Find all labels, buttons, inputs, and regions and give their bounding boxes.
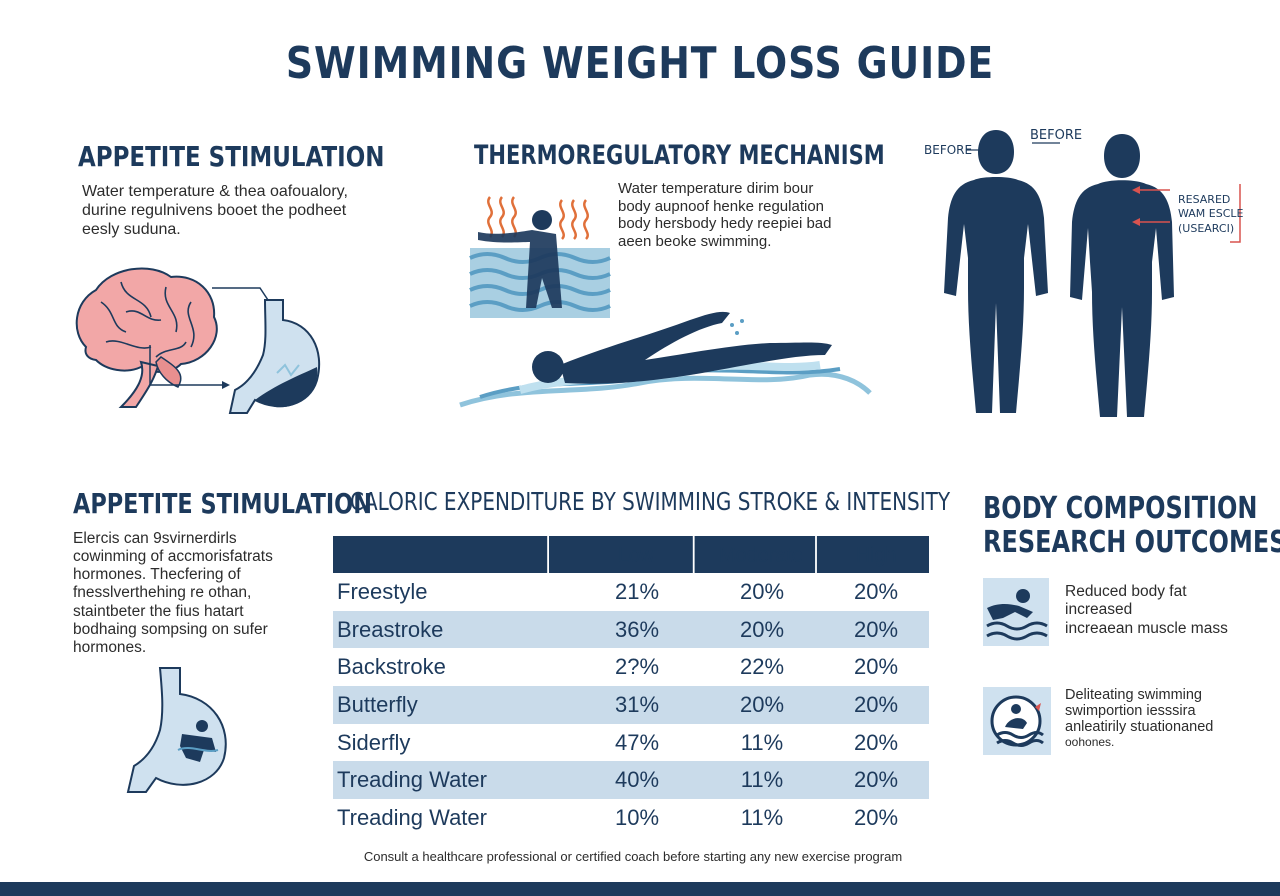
appetite-bottom-heading: APPETITE STIMULATION	[73, 487, 372, 520]
callout-line: WAM ESCLE	[1178, 207, 1244, 221]
table-cell-high: 20%	[853, 691, 899, 717]
table-cell-moderate: 20%	[739, 578, 785, 604]
table-cell-moderate: 22%	[739, 654, 785, 680]
table-header-cell: Moderate	[707, 536, 817, 573]
stomach-icon	[228, 299, 321, 414]
footnote: Consult a healthcare professional or cer…	[363, 849, 903, 864]
appetite-bottom-line: fnesslverthehing re othan,	[73, 584, 252, 602]
pointer-lines	[966, 142, 1060, 151]
appetite-bottom-text: Elercis can 9svirnerdirls cowinming of a…	[73, 530, 273, 657]
research-item1-line: Reduced body fat	[1065, 583, 1187, 600]
table-header: Low Moderate High	[333, 536, 929, 573]
table-cell-moderate: 11%	[740, 767, 784, 793]
body-silhouette-icon	[944, 130, 1048, 413]
table-row: Butterfly 31% 20% 20%	[333, 686, 929, 724]
appetite-top-line: eesly suduna.	[82, 220, 181, 238]
appetite-bottom-line: hormones. Thecfering of	[73, 566, 241, 584]
appetite-top-text: Water temperature & thea oafoualory, dur…	[82, 183, 348, 240]
table-cell-low: 31%	[614, 691, 660, 717]
table-cell-low: 47%	[614, 729, 660, 755]
footer-bar	[0, 882, 1280, 896]
thermo-line: aeen beoke swimming.	[618, 233, 772, 251]
table-cell-stroke: Butterfly	[337, 691, 418, 717]
research-heading-line: RESEARCH OUTCOMES	[983, 524, 1280, 560]
table-cell-low: 10%	[614, 804, 660, 830]
table-cell-high: 20%	[853, 616, 899, 642]
table-cell-low: 40%	[614, 767, 660, 793]
table-cell-stroke: Breastroke	[337, 616, 444, 642]
research-item2-line: swimportion iesssira	[1065, 702, 1196, 719]
table-cell-moderate: 20%	[739, 691, 785, 717]
swimmer-circle-icon	[983, 687, 1051, 755]
table-cell-moderate: 11%	[740, 804, 784, 830]
appetite-bottom-line: Elercis can 9svirnerdirls	[73, 530, 237, 547]
table-cell-stroke: Treading Water	[337, 767, 487, 793]
table-header-cell: Low	[579, 536, 695, 573]
page-title: SWIMMING WEIGHT LOSS GUIDE	[285, 38, 995, 89]
table-row: Siderfly 47% 11% 20%	[333, 723, 929, 762]
table-row: Freestyle 21% 20% 20%	[333, 573, 929, 611]
research-item1-line: increaean muscle mass	[1065, 619, 1228, 637]
callout-line: RESARED	[1178, 193, 1231, 206]
table-cell-high: 20%	[853, 804, 899, 830]
appetite-bottom-line: hormones.	[73, 638, 147, 656]
research-item2-line: anleatirily stuationaned	[1065, 718, 1214, 735]
research-heading: BODY COMPOSITION RESEARCH OUTCOMES	[983, 492, 1280, 559]
table-cell-high: 20%	[853, 578, 899, 604]
appetite-bottom-line: staintbeter the fius hatart	[73, 602, 244, 620]
table-cell-low: 2?%	[614, 654, 660, 680]
table-cell-stroke: Siderfly	[337, 729, 411, 755]
table-cell-stroke: Freestyle	[337, 578, 428, 604]
wading-swimmer-icon	[469, 210, 611, 318]
table-cell-low: 36%	[614, 616, 660, 642]
body-silhouette-icon	[1070, 134, 1174, 417]
thermo-line: Water temperature dirim bour	[618, 180, 814, 197]
table-cell-low: 21%	[614, 578, 660, 604]
connector-lines	[149, 287, 269, 389]
thermo-line: body aupnoof henke regulation	[618, 197, 825, 215]
freestyle-swimmer-icon	[459, 311, 872, 408]
table-cell-moderate: 11%	[740, 729, 784, 755]
table-cell-moderate: 20%	[739, 616, 785, 642]
appetite-top-line: Water temperature & thea oafoualory,	[82, 183, 348, 200]
table-row: Backstroke 2?% 22% 20%	[333, 648, 929, 687]
research-item2-line: oohones.	[1065, 734, 1115, 749]
table-header-cell	[333, 536, 549, 573]
callout-line: (USEARCI)	[1178, 221, 1235, 235]
callout-text: RESARED WAM ESCLE (USEARCI)	[1178, 193, 1243, 236]
table-cell-high: 20%	[853, 654, 899, 680]
appetite-top-heading: APPETITE STIMULATION	[78, 140, 385, 173]
thermo-line: body hersbody hedy reepiei bad	[618, 215, 832, 233]
thermo-text: Water temperature dirim bour body aupnoo…	[618, 180, 832, 251]
research-item1-text: Reduced body fat increased increaean mus…	[1065, 583, 1228, 638]
table-cell-stroke: Treading Water	[337, 804, 487, 830]
appetite-top-line: durine regulnivens booet the podheet	[82, 201, 347, 219]
table-cell-stroke: Backstroke	[337, 654, 446, 680]
heat-waves-icon	[487, 196, 589, 240]
swimmer-badge-icon	[983, 578, 1049, 646]
caloric-table: Low Moderate High Freestyle 21% 20% 20% …	[333, 536, 929, 837]
table-row: Treading Water 10% 11% 20%	[333, 799, 929, 837]
thermo-heading: THERMOREGULATORY MECHANISM	[474, 140, 885, 171]
appetite-bottom-line: cowinming of accmorisfatrats	[73, 548, 273, 566]
table-title: CALORIC EXPENDITURE BY SWIMMING STROKE &…	[350, 487, 951, 516]
before-left-label: BEFORE	[924, 143, 973, 157]
table-cell-high: 20%	[853, 767, 899, 793]
table-row: Treading Water 40% 11% 20%	[333, 761, 929, 800]
appetite-bottom-line: bodhaing sompsing on sufer	[73, 620, 268, 638]
callout-bracket	[1132, 184, 1241, 243]
research-item2-text: Deliteating swimming swimportion iesssir…	[1065, 687, 1214, 749]
stomach-icon	[126, 667, 227, 793]
brain-icon	[75, 267, 218, 408]
table-cell-high: 20%	[853, 729, 899, 755]
research-item1-line: increased	[1065, 601, 1133, 619]
table-row: Breastroke 36% 20% 20%	[333, 610, 929, 649]
before-right-label: BEFORE	[1030, 128, 1083, 143]
research-item2-line: Deliteating swimming	[1065, 687, 1202, 703]
research-heading-line: BODY COMPOSITION	[983, 491, 1258, 526]
table-header-cell: High	[855, 541, 897, 567]
